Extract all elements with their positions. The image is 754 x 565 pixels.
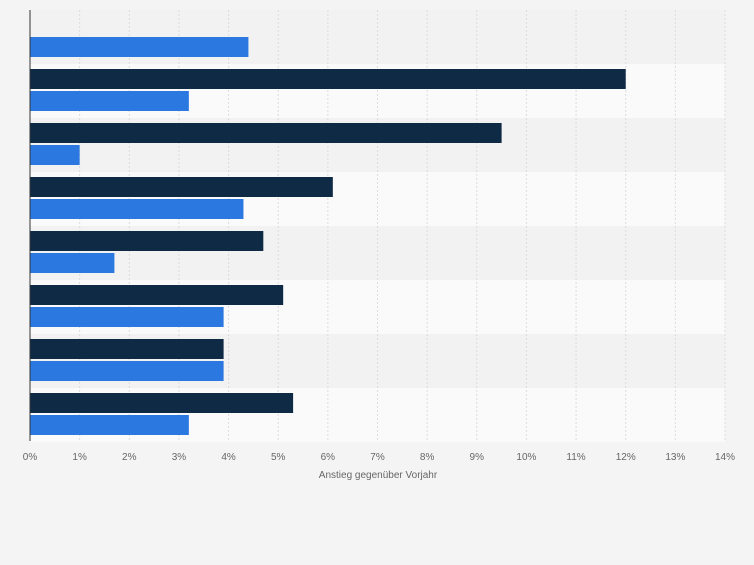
x-tick-label: 4% [221, 452, 236, 463]
x-axis-title: Anstieg gegenüber Vorjahr [319, 470, 438, 481]
bar-series-2[interactable] [30, 253, 115, 273]
bar-series-1[interactable] [30, 177, 333, 197]
bar-series-2[interactable] [30, 199, 244, 219]
bar-series-1[interactable] [30, 339, 224, 359]
bar-series-1[interactable] [30, 231, 264, 251]
x-tick-label: 1% [72, 452, 87, 463]
x-tick-label: 7% [370, 452, 385, 463]
bar-series-2[interactable] [30, 91, 189, 111]
bar-series-1[interactable] [30, 393, 294, 413]
bar-series-2[interactable] [30, 307, 224, 327]
x-tick-label: 8% [420, 452, 435, 463]
x-tick-label: 10% [516, 452, 536, 463]
bar-series-1[interactable] [30, 69, 626, 89]
x-tick-label: 6% [321, 452, 336, 463]
bar-series-1[interactable] [30, 123, 502, 143]
x-tick-label: 0% [23, 452, 38, 463]
x-tick-label: 11% [566, 452, 585, 463]
bar-series-2[interactable] [30, 37, 249, 57]
bars [30, 37, 626, 435]
bar-series-1[interactable] [30, 285, 284, 305]
x-tick-label: 2% [122, 452, 137, 463]
x-tick-label: 13% [665, 452, 685, 463]
x-tick-label: 12% [616, 452, 636, 463]
bar-series-2[interactable] [30, 415, 189, 435]
x-tick-label: 9% [470, 452, 485, 463]
x-tick-label: 14% [715, 452, 735, 463]
x-tick-labels: 0% 1% 2% 3% 4% 5% 6% 7% 8% 9% 10% 11% 12% 13% 14% [23, 452, 735, 463]
x-tick-label: 3% [172, 452, 187, 463]
x-tick-label: 5% [271, 452, 286, 463]
bar-series-2[interactable] [30, 361, 224, 381]
bar-series-2[interactable] [30, 145, 80, 165]
